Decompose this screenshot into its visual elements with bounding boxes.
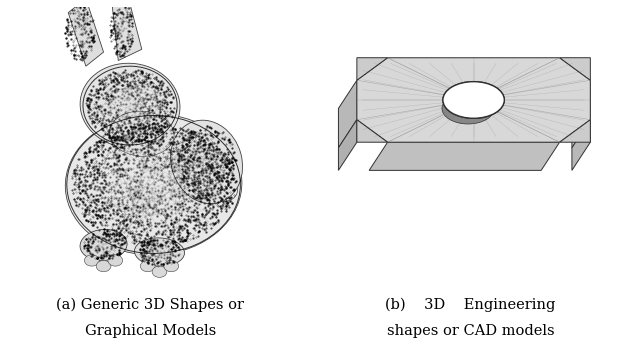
Ellipse shape [109, 111, 174, 156]
Polygon shape [357, 120, 388, 142]
Polygon shape [68, 0, 104, 66]
Polygon shape [339, 80, 357, 148]
Polygon shape [357, 58, 590, 142]
Ellipse shape [152, 266, 167, 277]
Polygon shape [113, 0, 142, 61]
Polygon shape [559, 120, 590, 142]
Polygon shape [559, 58, 590, 80]
Ellipse shape [108, 255, 123, 266]
Ellipse shape [84, 255, 99, 266]
Ellipse shape [164, 260, 179, 272]
Ellipse shape [80, 230, 127, 260]
Ellipse shape [134, 238, 184, 266]
Ellipse shape [140, 260, 155, 272]
Text: (b)    3D    Engineering: (b) 3D Engineering [385, 297, 556, 312]
Ellipse shape [443, 82, 504, 118]
Text: Graphical Models: Graphical Models [84, 324, 216, 338]
Ellipse shape [211, 179, 237, 201]
Ellipse shape [80, 63, 180, 148]
Polygon shape [572, 120, 590, 170]
Polygon shape [339, 120, 357, 170]
Polygon shape [357, 58, 388, 80]
Ellipse shape [65, 114, 242, 255]
Ellipse shape [442, 93, 494, 124]
Polygon shape [369, 142, 559, 170]
Ellipse shape [443, 82, 504, 118]
Ellipse shape [171, 120, 243, 204]
Polygon shape [572, 80, 590, 148]
Text: shapes or CAD models: shapes or CAD models [387, 324, 554, 338]
Ellipse shape [96, 260, 111, 272]
Text: (a) Generic 3D Shapes or: (a) Generic 3D Shapes or [56, 297, 244, 312]
